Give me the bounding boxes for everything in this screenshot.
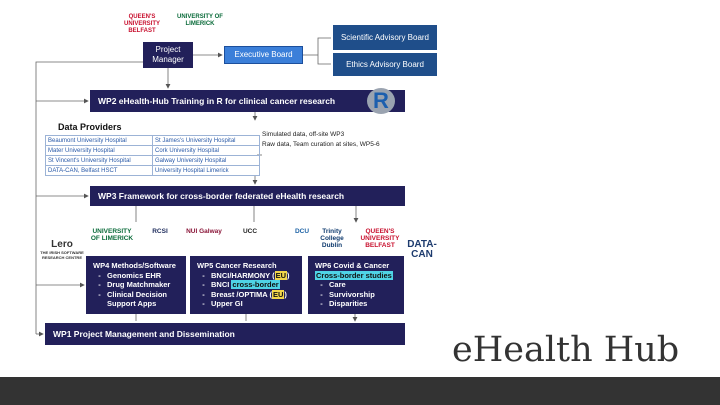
wp-item: BNCI/HARMONY (EU)	[211, 270, 295, 281]
table-cell: Cork University Hospital	[152, 145, 260, 156]
wp1-title: WP1 Project Management and Dissemination	[53, 329, 235, 339]
highlight: EU	[274, 270, 288, 280]
item-text: Genomics EHR	[107, 270, 162, 280]
item-text: Disparities	[329, 299, 368, 308]
wp-item: Clinical Decision Support Apps	[107, 290, 179, 309]
partner-logo: Lero THE IRISH SOFTWARE RESEARCH CENTRE	[40, 239, 84, 261]
item-text: Survivorship	[329, 289, 375, 299]
wp-item: BNCI cross-border	[211, 280, 295, 290]
wp-item: Upper GI	[211, 299, 295, 309]
logo-text: DATA-CAN	[407, 239, 437, 260]
data-notes: Simulated data, off-site WP3 Raw data, Te…	[262, 130, 380, 150]
executive-board: Executive Board	[224, 46, 303, 64]
table-row: St Vincent's University Hospital Galway U…	[45, 155, 260, 166]
scientific-advisory-board: Scientific Advisory Board	[333, 25, 437, 50]
partner-logo: UCC	[228, 228, 272, 235]
r-logo: R	[367, 88, 395, 114]
partner-logo: UNIVERSITY OF LIMERICK	[90, 228, 134, 242]
partner-logos: Lero THE IRISH SOFTWARE RESEARCH CENTRE UN…	[40, 224, 440, 260]
wp2-bar: WP2 eHealth-Hub Training in R for clinic…	[90, 90, 405, 112]
table-cell: Beaumont University Hospital	[45, 135, 153, 146]
data-providers-title: Data Providers	[58, 122, 122, 132]
highlight: EU	[271, 289, 285, 299]
table-row: Mater University Hospital Cork University…	[45, 145, 260, 156]
item-text: Clinical Decision Support Apps	[107, 289, 168, 309]
wp-box: WP4 Methods/SoftwareGenomics EHRDrug Mat…	[86, 256, 186, 314]
partner-logo: QUEEN'S UNIVERSITY BELFAST	[358, 228, 402, 249]
table-cell: Mater University Hospital	[45, 145, 153, 156]
wp-item: Genomics EHR	[107, 271, 179, 281]
table-cell: University Hospital Limerick	[152, 165, 260, 176]
highlight: Cross-border studies	[315, 270, 393, 280]
wp-item: Disparities	[329, 299, 397, 309]
logo: QUEEN'S UNIVERSITY BELFAST	[123, 14, 160, 34]
wp-item: Care	[329, 280, 397, 290]
wp-list: CareSurvivorshipDisparities	[315, 280, 397, 309]
logo-text: QUEEN'S UNIVERSITY BELFAST	[360, 228, 400, 249]
wp2-title: WP2 eHealth-Hub Training in R for clinic…	[98, 96, 336, 106]
data-note: Raw data, Team curation at sites, WP5-6	[262, 141, 380, 148]
logo: UNIVERSITY OF LIMERICK	[177, 14, 223, 27]
slide-title: eHealth Hub	[452, 330, 680, 370]
project-manager: Project Manager	[143, 42, 193, 68]
logo-subtext: THE IRISH SOFTWARE RESEARCH CENTRE	[40, 250, 84, 260]
wp-list: BNCI/HARMONY (EU)BNCI cross-borderBreast…	[197, 270, 295, 309]
item-text: BNCI	[211, 280, 232, 289]
arrow	[135, 313, 355, 321]
table-row: Beaumont University Hospital St James's U…	[45, 135, 260, 146]
footer-bar	[0, 377, 720, 405]
table-cell: Galway University Hospital	[152, 155, 260, 166]
logo-text: UNIVERSITY OF LIMERICK	[90, 228, 134, 242]
item-text: BNCI/HARMONY (	[211, 270, 275, 280]
wp-item: Survivorship	[329, 290, 397, 300]
wp-title: WP6 Covid & Cancer	[315, 261, 390, 270]
partner-logo: DATA-CAN	[400, 240, 444, 260]
item-text: )	[287, 270, 290, 280]
partner-logo: NUI Galway	[182, 228, 226, 235]
item-text: Drug Matchmaker	[107, 280, 171, 289]
table-cell: St Vincent's University Hospital	[45, 155, 153, 166]
wp-title: WP4 Methods/Software	[93, 261, 176, 270]
logo-text: Lero	[51, 239, 73, 250]
work-packages: WP4 Methods/SoftwareGenomics EHRDrug Mat…	[86, 256, 404, 314]
item-text: Care	[329, 280, 346, 289]
logo-text: Trinity College Dublin	[320, 228, 344, 249]
wp-item: Drug Matchmaker	[107, 280, 179, 290]
data-note: Simulated data, off-site WP3	[262, 131, 345, 138]
table-row: DATA-CAN, Belfast HSCT University Hospita…	[45, 165, 260, 176]
item-text: )	[284, 289, 287, 299]
table-cell: DATA-CAN, Belfast HSCT	[45, 165, 153, 176]
logo-text: UCC	[242, 228, 258, 235]
top-logos: QUEEN'S UNIVERSITY BELFAST UNIVERSITY OF …	[117, 14, 227, 40]
item-text: Upper GI	[211, 299, 243, 308]
bracket	[303, 37, 331, 65]
wp3-bar: WP3 Framework for cross-border federated…	[90, 186, 405, 206]
item-text: Breast /OPTIMA (	[211, 289, 272, 299]
wp-box: WP5 Cancer ResearchBNCI/HARMONY (EU)BNCI…	[190, 256, 302, 314]
data-providers-table: Beaumont University Hospital St James's U…	[45, 135, 260, 176]
highlight: cross-border	[231, 280, 280, 289]
partner-logo: RCSI	[138, 228, 182, 235]
logo-text: NUI Galway	[186, 228, 222, 235]
wp-title: WP5 Cancer Research	[197, 261, 277, 270]
wp-item: Breast /OPTIMA (EU)	[211, 289, 295, 300]
ethics-advisory-board: Ethics Advisory Board	[333, 53, 437, 76]
arrow	[135, 206, 356, 222]
partner-logo: DCU	[280, 228, 324, 235]
table-cell: St James's University Hospital	[152, 135, 260, 146]
wp3-title: WP3 Framework for cross-border federated…	[98, 191, 345, 201]
logo-text: RCSI	[152, 228, 168, 235]
spine-line	[35, 61, 143, 334]
logo-text: DCU	[294, 228, 310, 235]
wp-subtitle: Cross-border studies	[315, 270, 397, 281]
wp1-bar: WP1 Project Management and Dissemination	[45, 323, 405, 345]
wp-list: Genomics EHRDrug MatchmakerClinical Deci…	[93, 271, 179, 309]
partner-logo: Trinity College Dublin	[310, 228, 354, 249]
